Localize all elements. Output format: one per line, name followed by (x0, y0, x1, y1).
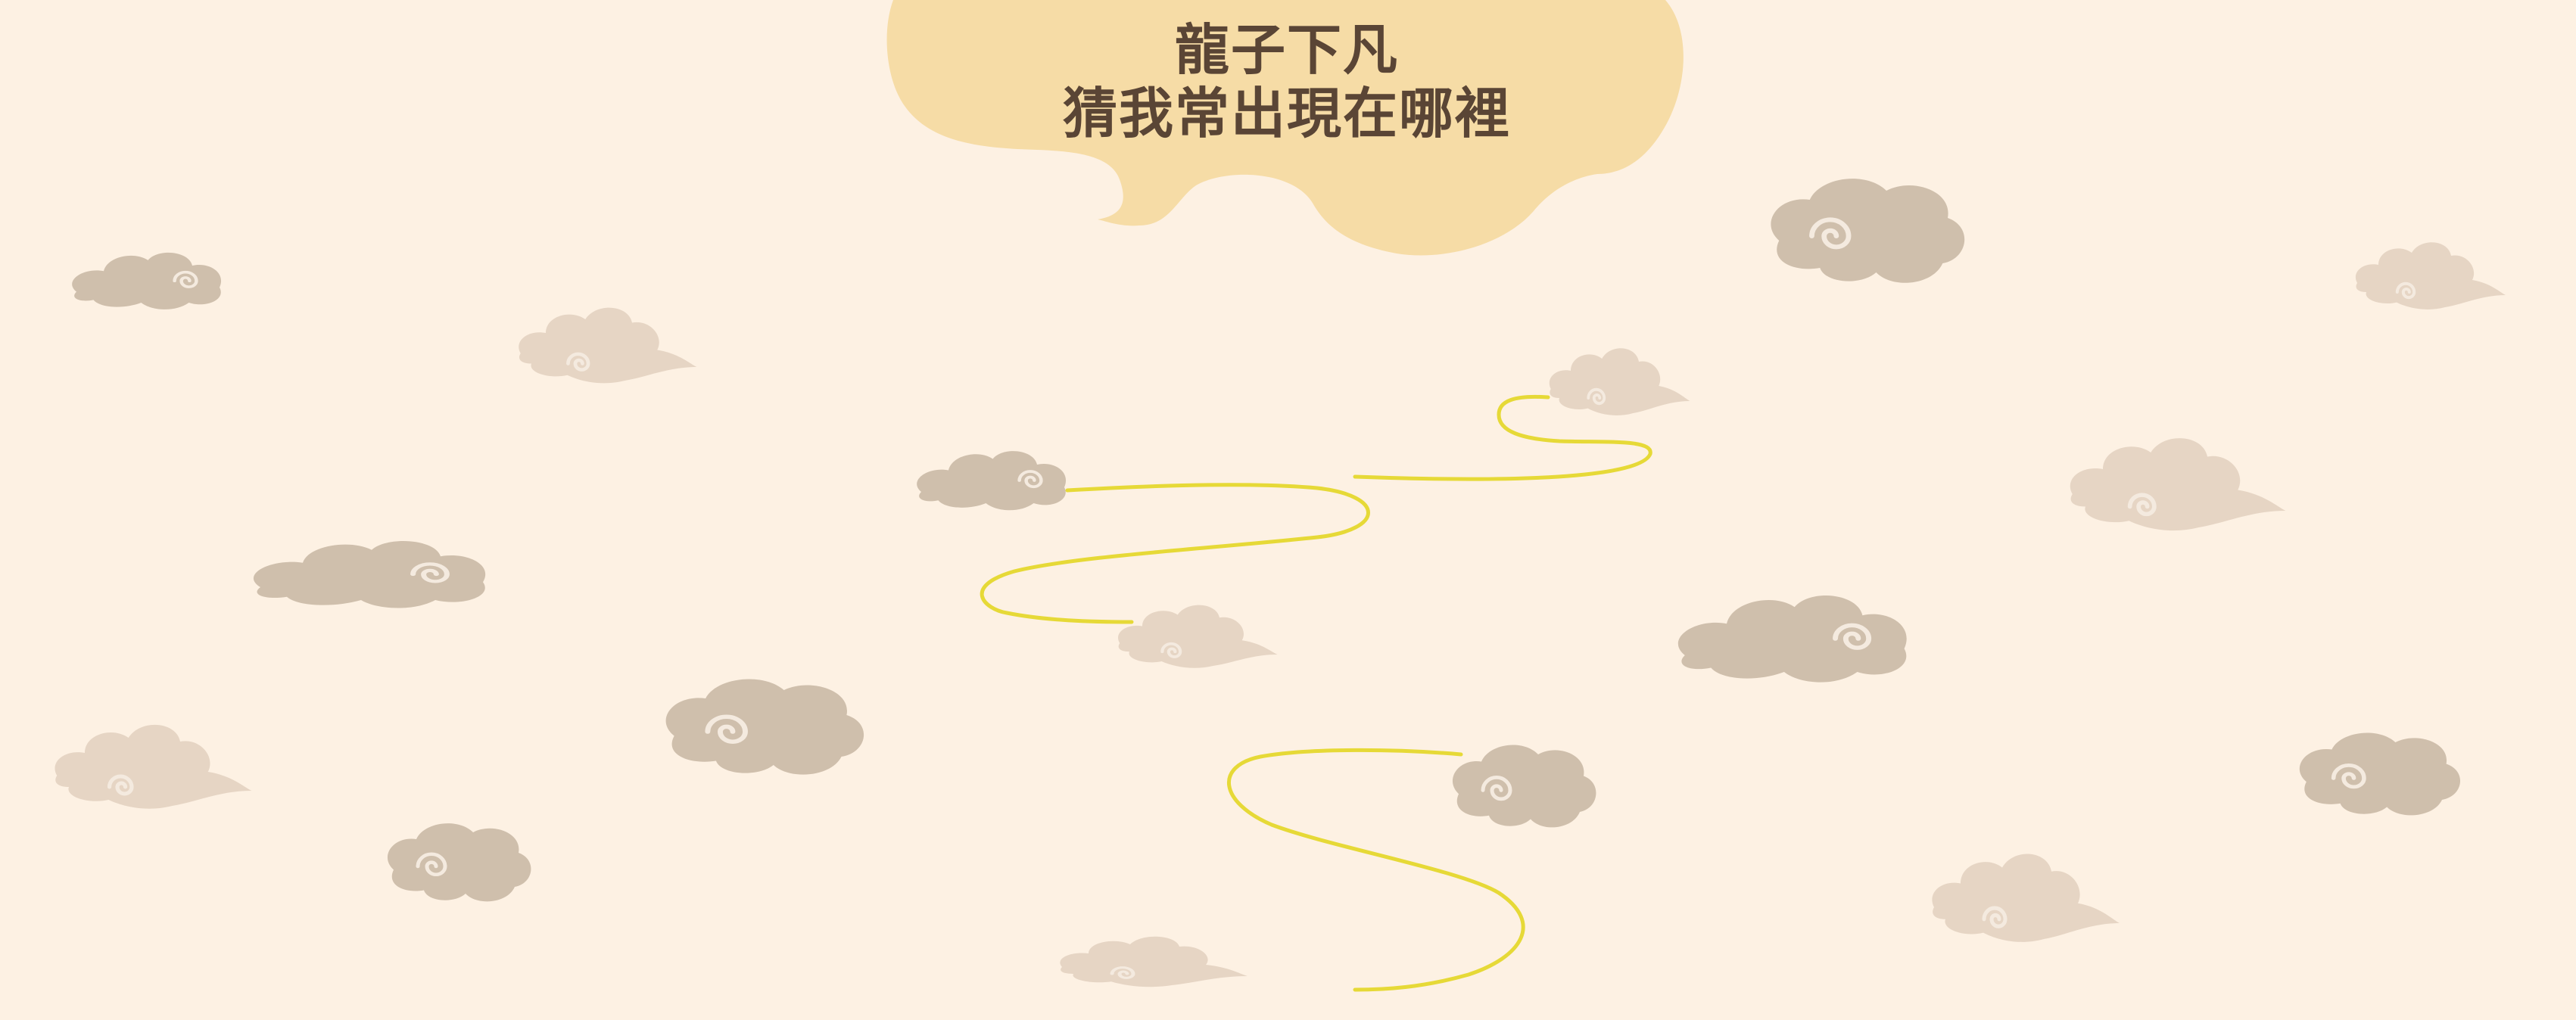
cloud-icon[interactable] (666, 679, 864, 774)
cloud-icon[interactable] (917, 451, 1066, 510)
cloud-icon[interactable] (1118, 605, 1277, 668)
cloud-icon[interactable] (1678, 596, 1907, 683)
speech-bubble (886, 0, 1684, 256)
cloud-icon[interactable] (72, 253, 221, 309)
cloud-icon[interactable] (2356, 242, 2506, 309)
dragon-trail-path (1227, 748, 1525, 992)
bubble-title: 龍子下凡 (1174, 18, 1399, 82)
speech-bubble-text: 龍子下凡 猜我常出現在哪裡 (984, 18, 1590, 145)
bubble-question: 猜我常出現在哪裡 (1062, 82, 1511, 145)
cloud-icon[interactable] (1453, 745, 1596, 827)
cloud-icon[interactable] (1932, 854, 2120, 942)
cloud-icon[interactable] (2300, 732, 2460, 815)
dragon-trail-path (1353, 394, 1652, 481)
cloud-icon[interactable] (1060, 937, 1248, 987)
cloud-icon[interactable] (55, 725, 251, 809)
cloud-icon[interactable] (2070, 438, 2286, 530)
cloud-icon[interactable] (1550, 348, 1690, 415)
cloud-icon[interactable] (254, 541, 485, 608)
cloud-icon[interactable] (1771, 179, 1964, 283)
dragon-trail-path (980, 483, 1370, 624)
cloud-icon[interactable] (388, 823, 531, 901)
cloud-icon[interactable] (519, 308, 696, 384)
